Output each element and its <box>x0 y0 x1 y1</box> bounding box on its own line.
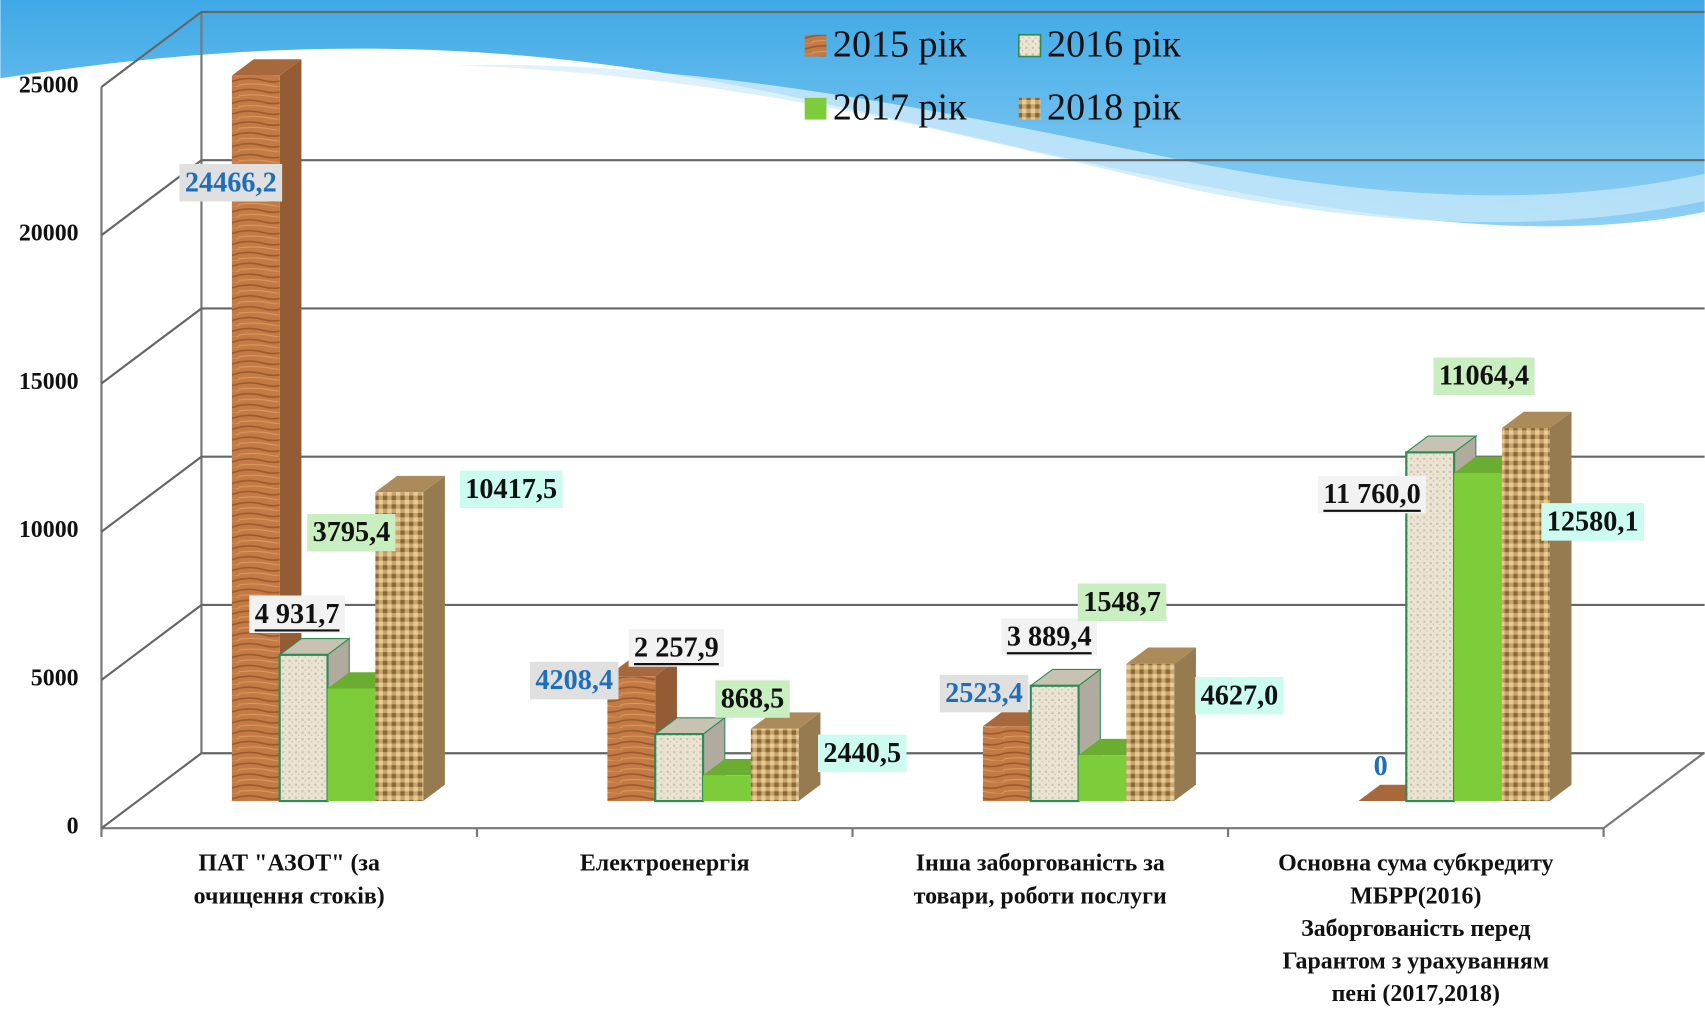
value-label: 2440,5 <box>823 738 901 769</box>
bar-top <box>1501 411 1572 429</box>
value-label-box <box>307 513 396 552</box>
value-label-box <box>1195 677 1284 715</box>
bars <box>231 59 1572 803</box>
bar <box>653 716 727 803</box>
bar-front <box>703 775 751 802</box>
bar <box>1126 647 1196 802</box>
value-label: 1548,7 <box>1083 587 1161 618</box>
legend-swatch <box>1017 33 1042 58</box>
x-tick-label: Інша заборгованість за <box>916 851 1165 877</box>
value-label-box <box>529 661 619 700</box>
value-label-box <box>1077 583 1167 622</box>
value-label: 2523,4 <box>945 678 1023 709</box>
value-label: 4 931,7 <box>255 599 340 630</box>
value-label: 10417,5 <box>465 474 557 505</box>
labels: 24466,2 4 931,7 3795,4 10417,5 4208,4 2 257,9… <box>179 163 1645 782</box>
bar-front <box>654 733 705 803</box>
value-label-box <box>818 734 907 773</box>
legend-swatch <box>804 34 827 57</box>
y-tick-label: 25000 <box>19 72 79 98</box>
value-label-box <box>1433 357 1535 395</box>
value-label: 868,5 <box>721 684 785 715</box>
y-tick-label: 5000 <box>31 665 79 691</box>
grid-line <box>100 603 1705 681</box>
x-tick-label: очищення стоків) <box>194 883 385 909</box>
axes: 0 5000 10000 15000 20000 25000 ПАТ "АЗОТ" (за о… <box>19 10 1705 1007</box>
value-label-box <box>179 163 283 202</box>
value-label-box <box>1317 475 1427 514</box>
y-tick-label: 15000 <box>19 369 79 395</box>
value-label: 11 760,0 <box>1323 479 1420 510</box>
bar <box>1029 668 1102 803</box>
grid-line <box>100 752 1705 830</box>
bar-front <box>1078 755 1127 802</box>
bar-side <box>423 475 445 802</box>
bar-front <box>1454 472 1502 802</box>
x-tick-label: Основна сума субкредиту <box>1278 851 1553 877</box>
value-label-box <box>715 680 790 718</box>
value-label: 4208,4 <box>535 665 613 696</box>
legend-label: 2017 рік <box>833 87 967 129</box>
background <box>0 0 1705 227</box>
bar <box>750 712 821 802</box>
value-label: 0 <box>1374 751 1388 782</box>
value-label-box <box>628 629 725 667</box>
y-tick-label: 20000 <box>19 221 79 247</box>
grid-line <box>100 455 1705 533</box>
value-label-box <box>939 674 1029 713</box>
value-label: 12580,1 <box>1547 506 1639 537</box>
x-tick-label: товари, роботи послуги <box>914 883 1167 909</box>
bar-front <box>327 688 376 802</box>
value-label: 3 889,4 <box>1007 622 1092 653</box>
bar-front <box>1029 684 1080 803</box>
legend-swatch <box>1018 97 1041 120</box>
value-label: 24466,2 <box>185 167 277 198</box>
x-tick-label: пені (2017,2018) <box>1332 981 1500 1007</box>
value-label-box <box>249 595 345 634</box>
value-label: 11064,4 <box>1439 361 1529 392</box>
x-tick-label: Гарантом з урахуванням <box>1282 948 1549 974</box>
y-tick-label: 0 <box>67 814 79 840</box>
bar-front <box>750 728 799 802</box>
y-tick-label: 10000 <box>19 517 79 543</box>
bar-front <box>1501 428 1550 802</box>
legend-swatch <box>804 97 827 120</box>
grid-line <box>100 10 1705 88</box>
value-label: 4627,0 <box>1201 680 1279 711</box>
value-label-box <box>1541 503 1645 541</box>
bar-side <box>1549 411 1572 802</box>
bar <box>1501 411 1572 802</box>
legend-label: 2016 рік <box>1047 24 1181 66</box>
value-label-box <box>1001 618 1098 656</box>
x-tick-label: ПАТ "АЗОТ" (за <box>198 851 380 877</box>
value-label: 2 257,9 <box>634 632 719 663</box>
x-tick-label: Електроенергія <box>580 851 750 877</box>
bar-front <box>1126 663 1175 802</box>
value-label-box <box>459 470 563 509</box>
bar-top <box>231 59 302 76</box>
bar-side <box>798 712 821 802</box>
value-label: 3795,4 <box>313 517 391 548</box>
bar-top <box>375 475 445 493</box>
bar-side <box>1174 647 1196 802</box>
grid-line <box>100 307 1705 385</box>
legend-label: 2015 рік <box>833 24 967 66</box>
x-tick-label: Заборгованість перед <box>1301 916 1530 942</box>
bar-front <box>982 726 1031 802</box>
bar-front <box>278 653 329 803</box>
x-tick-label: МБРР(2016) <box>1350 883 1481 909</box>
bar-top <box>1126 647 1196 664</box>
grid-line <box>100 159 1705 237</box>
legend-label: 2018 рік <box>1047 87 1181 129</box>
